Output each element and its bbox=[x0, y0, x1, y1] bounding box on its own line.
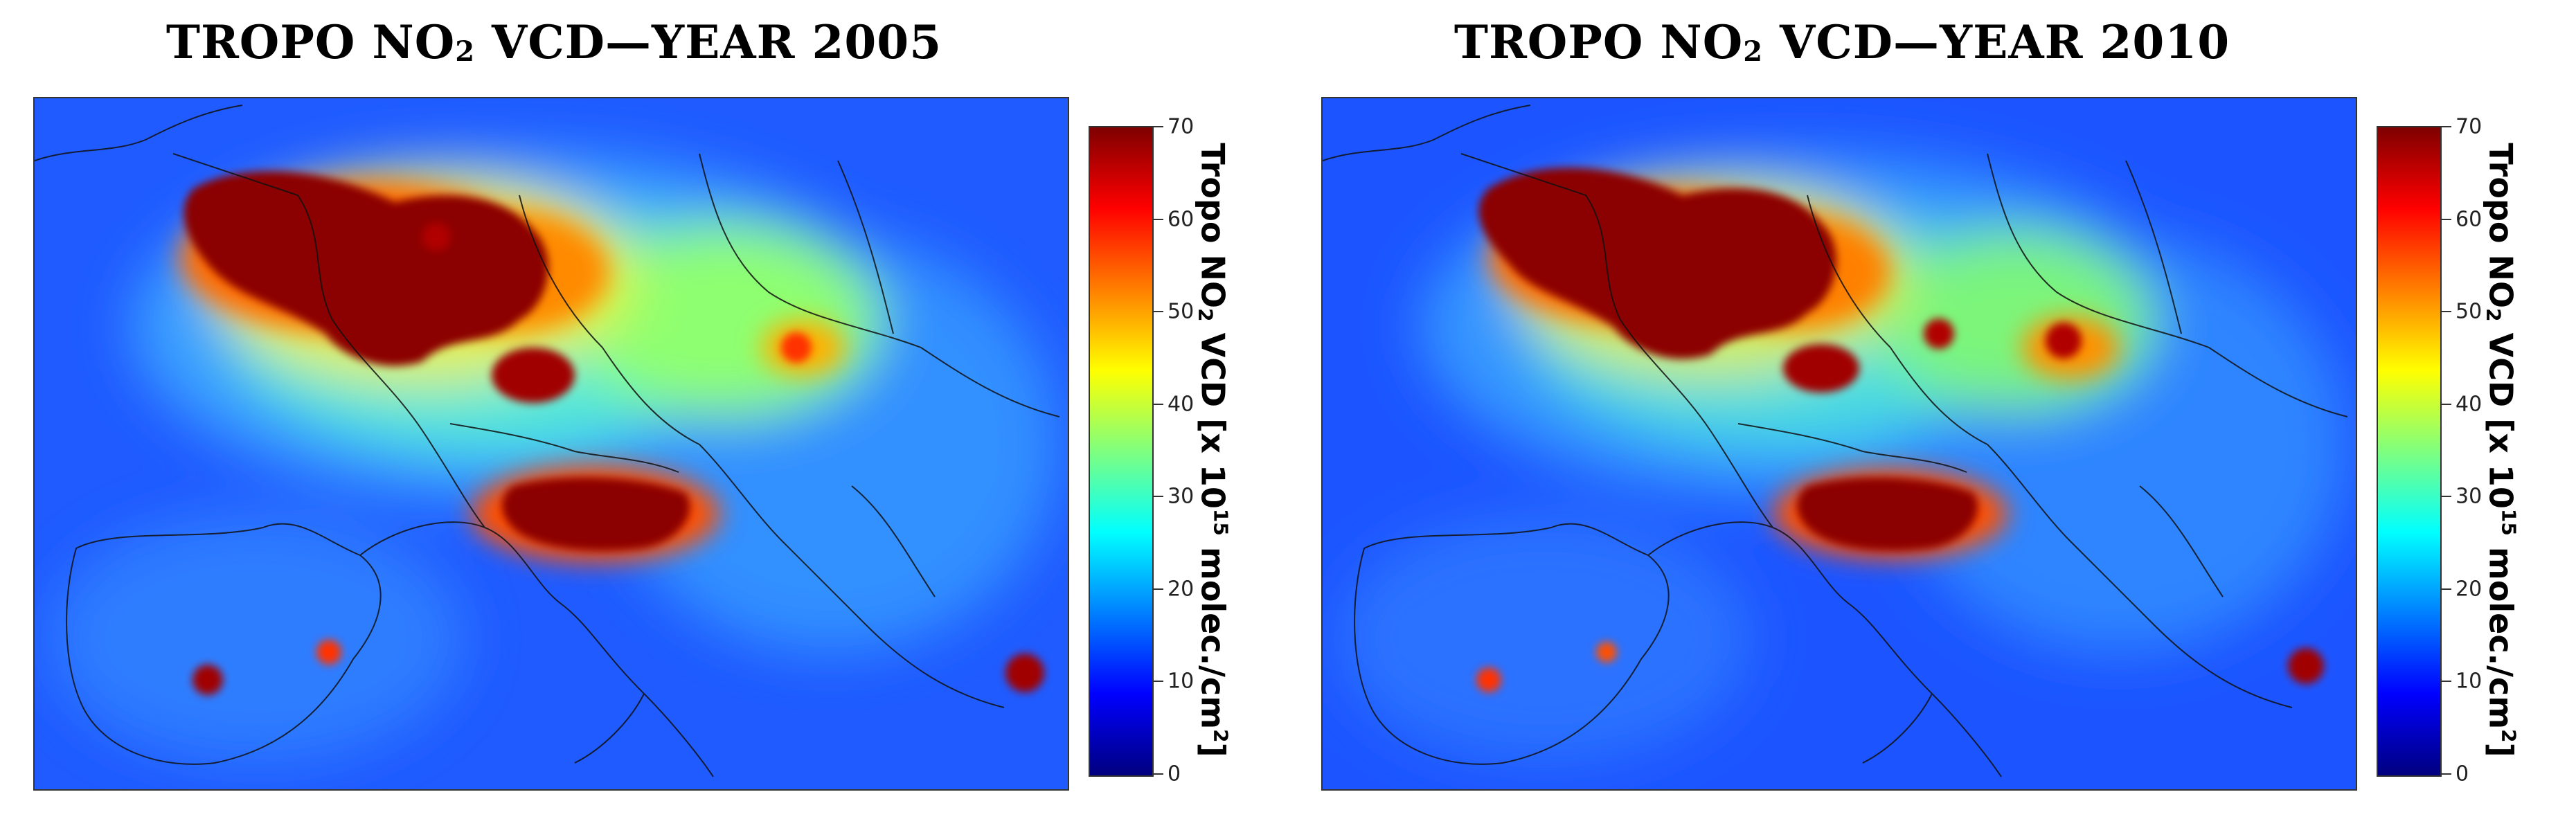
colorbar-tick bbox=[2440, 773, 2451, 775]
colorbar-tick-label: 60 bbox=[1168, 207, 1195, 232]
colorbar-tick bbox=[2440, 404, 2451, 405]
map-title-2005: TROPO NO2 VCD—YEAR 2005 bbox=[166, 15, 942, 69]
colorbar-tick-label: 40 bbox=[1168, 392, 1195, 417]
colorbar-2010 bbox=[2377, 126, 2442, 777]
heatmap-svg-2010 bbox=[1323, 98, 2356, 789]
colorbar-tick bbox=[1152, 681, 1163, 682]
colorbar-tick bbox=[1152, 311, 1163, 312]
colorbar-tick-label: 0 bbox=[1168, 762, 1181, 786]
colorbar-tick bbox=[2440, 311, 2451, 312]
colorbar-tick-label: 10 bbox=[1168, 669, 1195, 694]
colorbar-tick-label: 30 bbox=[1168, 484, 1195, 509]
colorbar-tick bbox=[2440, 496, 2451, 497]
map-title-2010: TROPO NO2 VCD—YEAR 2010 bbox=[1454, 15, 2230, 69]
colorbar-tick bbox=[1152, 219, 1163, 220]
colorbar-tick bbox=[2440, 588, 2451, 590]
colorbar-tick bbox=[2440, 126, 2451, 127]
colorbar-tick bbox=[2440, 681, 2451, 682]
no2-heatmap-2010 bbox=[1321, 97, 2357, 791]
colorbar-title-2005: Tropo NO2 VCD [x 1015 molec./cm2] bbox=[1194, 143, 1233, 757]
colorbar-tick bbox=[1152, 773, 1163, 775]
colorbar-tick bbox=[2440, 219, 2451, 220]
colorbar-tick-label: 10 bbox=[2456, 669, 2483, 694]
colorbar-tick-label: 20 bbox=[2456, 577, 2483, 602]
colorbar-2005 bbox=[1089, 126, 1154, 777]
colorbar-tick-label: 60 bbox=[2456, 207, 2483, 232]
colorbar-tick-label: 70 bbox=[2456, 114, 2483, 139]
map-panel-2010: TROPO NO2 VCD—YEAR 2010 bbox=[1288, 0, 2576, 828]
colorbar-tick bbox=[1152, 126, 1163, 127]
colorbar-tick-label: 50 bbox=[1168, 299, 1195, 324]
colorbar-tick-label: 30 bbox=[2456, 484, 2483, 509]
colorbar-tick bbox=[1152, 404, 1163, 405]
colorbar-tick-label: 20 bbox=[1168, 577, 1195, 602]
colorbar-tick-label: 40 bbox=[2456, 392, 2483, 417]
colorbar-tick-label: 0 bbox=[2456, 762, 2469, 786]
colorbar-tick-label: 50 bbox=[2456, 299, 2483, 324]
no2-heatmap-2005 bbox=[33, 97, 1069, 791]
colorbar-title-2010: Tropo NO2 VCD [x 1015 molec./cm2] bbox=[2482, 143, 2521, 757]
heatmap-svg-2005 bbox=[35, 98, 1068, 789]
map-panel-2005: TROPO NO2 VCD—YEAR 2005 bbox=[33, 15, 1233, 791]
colorbar-tick bbox=[1152, 588, 1163, 590]
colorbar-tick bbox=[1152, 496, 1163, 497]
colorbar-tick-label: 70 bbox=[1168, 114, 1195, 139]
